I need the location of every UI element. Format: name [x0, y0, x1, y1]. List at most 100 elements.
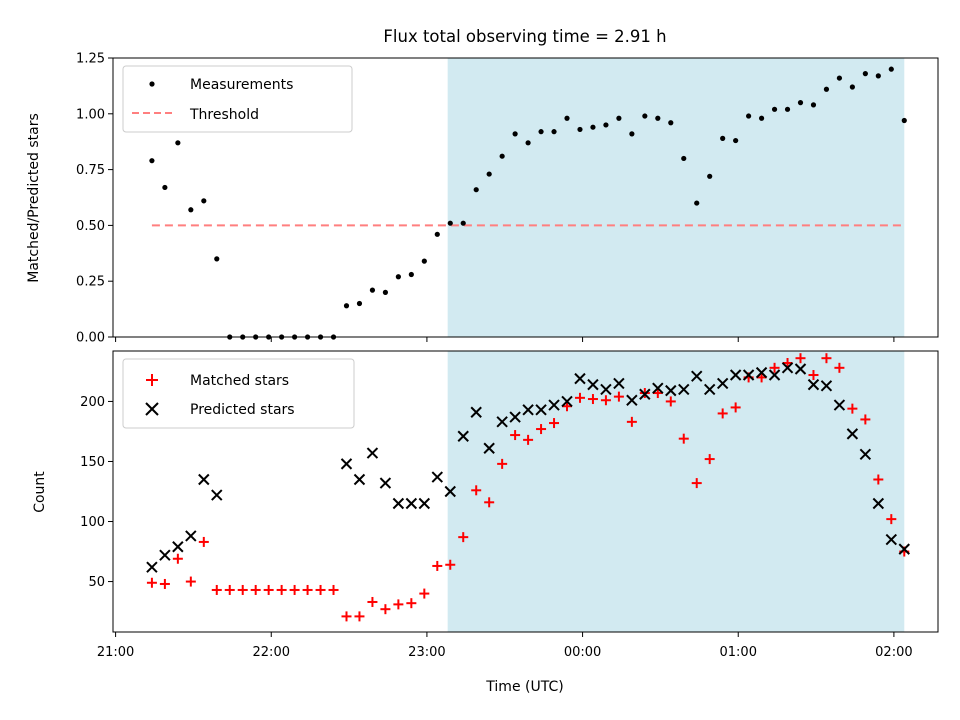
matched-star-point [289, 584, 300, 595]
measurement-point [564, 115, 570, 121]
predicted-star-point [457, 430, 469, 442]
predicted-star-point [600, 383, 612, 396]
y-tick-label: 1.00 [76, 107, 105, 122]
matched-star-point [328, 584, 339, 595]
measurement-point [875, 73, 881, 79]
predicted-star-point [548, 399, 560, 411]
measurement-point [149, 158, 155, 164]
predicted-star-point [691, 370, 703, 382]
predicted-star-point [626, 394, 638, 406]
predicted-star-point [431, 471, 443, 483]
measurement-point [201, 198, 207, 204]
matched-star-point [652, 388, 663, 399]
matched-star-point [536, 424, 547, 435]
shaded-region [447, 58, 905, 337]
predicted-star-point [146, 561, 158, 573]
predicted-star-point [613, 377, 625, 390]
measurement-point [343, 303, 350, 309]
matched-star-point [445, 559, 456, 570]
matched-star-point [276, 584, 287, 595]
matched-star-point [821, 353, 832, 364]
legend-threshold-label: Threshold [189, 107, 259, 123]
measurement-point [797, 100, 804, 106]
measurement-point [447, 220, 453, 226]
measurement-point [551, 129, 557, 135]
legend-matched-marker [146, 374, 158, 386]
predicted-star-point [639, 388, 651, 400]
matched-star-point [523, 434, 534, 445]
y-tick-label: 1.25 [76, 52, 105, 67]
matched-star-point [367, 596, 378, 607]
shaded-interval-bottom [447, 351, 905, 632]
predicted-star-point [742, 369, 755, 381]
measurement-point [214, 256, 220, 262]
matched-star-point [198, 536, 209, 547]
measurement-point [681, 155, 687, 162]
predicted-star-point [172, 541, 184, 553]
matched-star-point [406, 598, 417, 609]
predicted-star-point [379, 477, 392, 489]
predicted-star-point [755, 366, 768, 379]
predicted-star-point [898, 543, 910, 555]
x-tick-label: 02:00 [875, 645, 912, 660]
panel-top: Flux total observing time = 2.91 h 0.000… [26, 27, 939, 346]
predicted-star-point [652, 382, 664, 394]
measurement-point [810, 102, 817, 108]
matched-star-point [315, 584, 326, 595]
predicted-star-point [587, 378, 599, 391]
measurement-point [642, 113, 648, 119]
predicted-star-point [859, 448, 872, 460]
predicted-star-point [198, 473, 210, 486]
measurement-point [395, 274, 401, 280]
panel-bottom: 50 100 150 200 21:00 22:00 23:00 00:00 01:00 02:… [32, 350, 939, 695]
matched-star-point [782, 358, 793, 369]
measurement-point [473, 187, 479, 193]
measurement-point [616, 115, 622, 121]
legend-bottom: Matched stars Predicted stars [122, 358, 355, 429]
measurement-point [421, 258, 427, 264]
predicted-star-point [820, 380, 833, 392]
matched-star-point [237, 584, 248, 595]
matched-star-point [873, 474, 884, 485]
measurement-point [629, 131, 635, 137]
matched-star-point [574, 392, 585, 403]
counts-layer [146, 353, 910, 622]
measurement-point [525, 140, 531, 146]
legend-measurements-label: Measurements [190, 77, 293, 93]
matched-star-point [562, 401, 573, 412]
predicted-star-point [846, 428, 859, 440]
measurements-layer [149, 66, 907, 340]
predicted-star-point [665, 384, 677, 397]
predicted-star-point [535, 404, 547, 416]
measurement-point [849, 84, 855, 90]
measurement-point [382, 289, 389, 295]
matched-star-point [665, 396, 676, 407]
matched-star-point [886, 514, 897, 525]
matched-star-point [380, 604, 391, 615]
predicted-star-point [703, 383, 716, 396]
matched-star-point [224, 584, 235, 595]
measurement-point [162, 184, 168, 191]
predicted-star-point [340, 458, 353, 470]
measurement-point [784, 106, 791, 112]
legend-box-top [122, 65, 353, 133]
y-tick-label: 0.00 [76, 331, 105, 346]
x-tick-label: 00:00 [564, 645, 601, 660]
matched-star-point [484, 497, 495, 508]
measurement-point [538, 129, 544, 135]
matched-star-point [769, 362, 780, 373]
x-tick-label: 22:00 [253, 645, 290, 660]
measurement-point [577, 126, 583, 133]
matched-star-point [159, 578, 170, 589]
predicted-star-point [574, 372, 586, 385]
matched-star-point [302, 584, 313, 595]
predicted-star-point [833, 399, 846, 411]
predicted-star-point [496, 416, 508, 428]
legend-measurements-marker [149, 81, 155, 87]
measurement-point [655, 115, 661, 121]
predicted-star-point [716, 377, 729, 390]
measurement-point [408, 271, 414, 278]
matched-star-point [600, 395, 611, 406]
predicted-star-point [470, 406, 482, 418]
